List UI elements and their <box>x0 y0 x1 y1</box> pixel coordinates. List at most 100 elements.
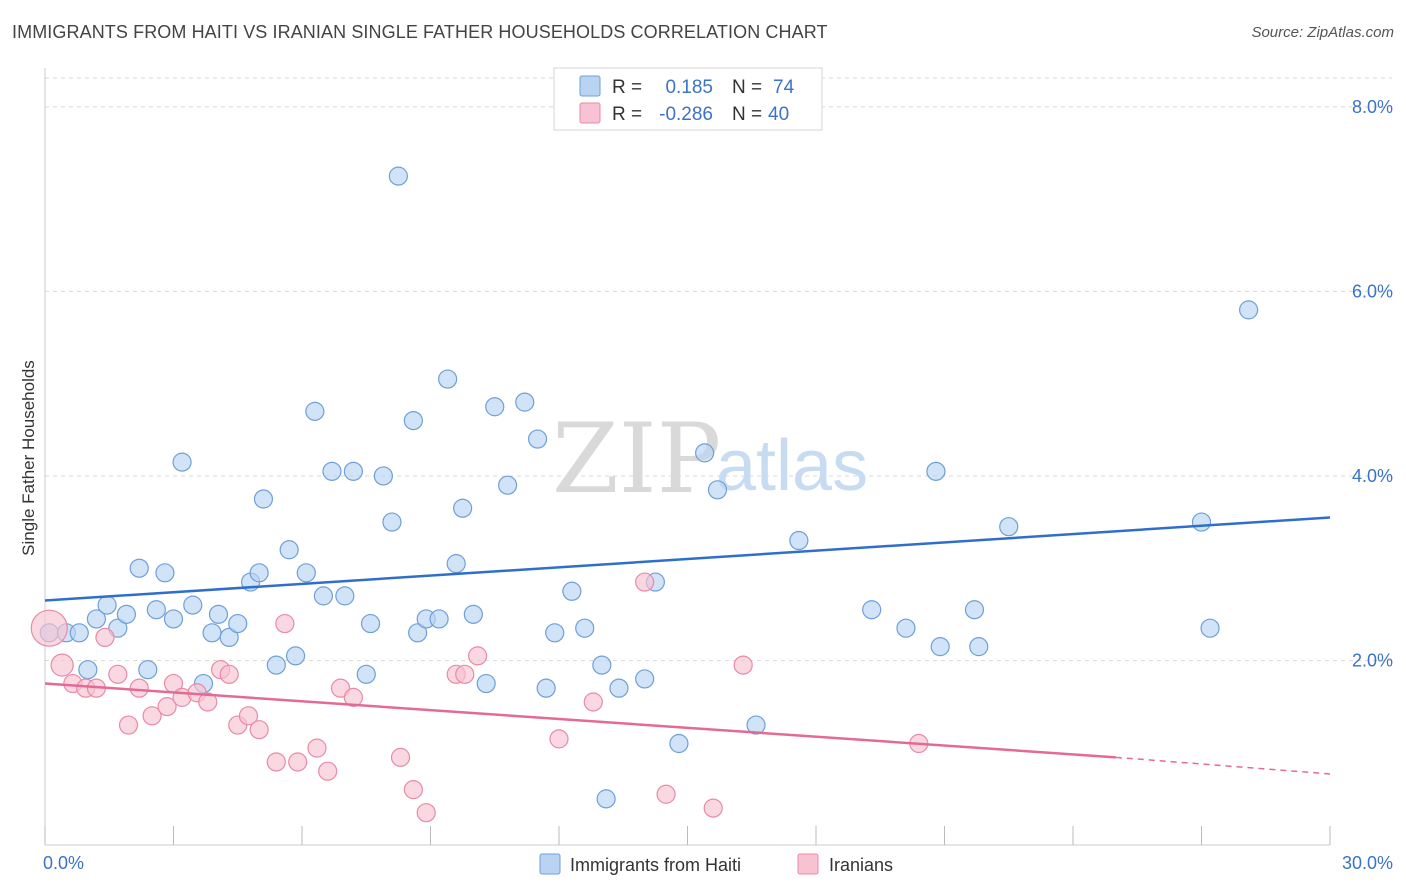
haiti-point <box>163 609 184 629</box>
haiti-point <box>453 498 473 518</box>
haiti-point <box>463 604 483 624</box>
iranian-point <box>343 687 363 707</box>
haiti-point <box>69 623 89 643</box>
trend-layer <box>44 516 1331 775</box>
grid-layer <box>45 77 1392 661</box>
iranian-point <box>390 747 411 767</box>
legend-n-value-iranians: 40 <box>768 104 789 125</box>
haiti-point <box>285 646 306 666</box>
haiti-point <box>138 660 158 680</box>
iranian-point <box>275 613 295 634</box>
haiti-point <box>183 595 203 615</box>
iranian-point <box>266 752 286 772</box>
bottom-legend-label-iranians: Iranians <box>829 855 893 875</box>
chart-title: IMMIGRANTS FROM HAITI VS IRANIAN SINGLE … <box>12 22 828 42</box>
axis-layer: 2.0% 4.0% 6.0% 8.0% 0.0% 30.0% <box>43 68 1393 873</box>
haiti-trend-line <box>44 516 1331 602</box>
iranian-point <box>157 697 177 717</box>
haiti-point <box>515 392 535 412</box>
chart-source: Source: ZipAtlas.com <box>1251 24 1394 41</box>
legend-n-label-iranians: N = <box>732 104 762 125</box>
iranian-point <box>733 655 753 675</box>
iranian-point <box>142 706 162 726</box>
y-tick-label: 6.0% <box>1352 281 1393 301</box>
haiti-point <box>789 530 809 551</box>
haiti-point <box>408 623 428 643</box>
haiti-point <box>86 609 107 629</box>
iranian-point <box>403 780 423 800</box>
haiti-point <box>219 627 239 648</box>
iranian-point <box>198 692 218 712</box>
haiti-point <box>707 480 728 500</box>
bottom-legend-swatch-haiti <box>539 853 561 875</box>
y-tick-label: 4.0% <box>1352 466 1393 486</box>
legend-swatch-haiti <box>579 75 601 97</box>
haiti-point <box>527 429 548 449</box>
y-axis-title: Single Father Households <box>19 360 38 556</box>
haiti-point <box>208 604 229 624</box>
haiti-point <box>155 563 175 583</box>
iranian-point <box>656 784 676 804</box>
haiti-point <box>926 461 946 481</box>
haiti-point <box>382 512 402 532</box>
haiti-point <box>403 410 423 431</box>
haiti-point <box>930 637 950 657</box>
haiti-point <box>545 623 565 643</box>
iranian-point <box>455 664 475 684</box>
y-tick-label: 8.0% <box>1352 97 1393 117</box>
haiti-point <box>609 678 629 698</box>
haiti-point <box>335 586 355 606</box>
legend-r-value-haiti: 0.185 <box>665 77 713 98</box>
iranian-point <box>249 720 269 740</box>
bottom-legend: Immigrants from Haiti Iranians <box>539 853 893 875</box>
haiti-point <box>249 563 269 583</box>
iranian-point <box>468 646 488 666</box>
x-tick-label-min: 0.0% <box>43 853 84 873</box>
top-legend: R = 0.185 N = 74 R = -0.286 N = 40 <box>553 67 823 131</box>
iranian-point <box>238 706 259 726</box>
iranian-point <box>219 664 239 684</box>
haiti-point <box>266 655 286 675</box>
haiti-point <box>343 461 363 481</box>
watermark-atlas: atlas <box>716 426 868 506</box>
iranian-point <box>583 692 603 712</box>
haiti-point <box>116 604 136 624</box>
haiti-point <box>446 554 466 574</box>
iranian-point <box>118 715 139 735</box>
x-tick-label-max: 30.0% <box>1342 853 1393 873</box>
haiti-point <box>129 558 149 578</box>
haiti-point <box>592 655 612 675</box>
iranian-point <box>129 678 149 698</box>
haiti-point <box>1200 618 1220 638</box>
haiti-point <box>97 595 117 615</box>
haiti-point <box>999 517 1019 537</box>
haiti-point <box>172 452 192 472</box>
haiti-point <box>862 600 882 620</box>
legend-n-label-haiti: N = <box>732 77 762 98</box>
y-tick-label: 2.0% <box>1352 650 1393 670</box>
haiti-point <box>695 443 715 463</box>
legend-n-value-haiti: 74 <box>773 77 795 98</box>
haiti-point <box>1191 512 1212 532</box>
iranian-point <box>95 627 115 648</box>
iranian-point <box>288 752 308 772</box>
iranian-point <box>416 803 436 823</box>
haiti-point <box>202 623 222 643</box>
haiti-point <box>896 618 916 638</box>
haiti-point <box>562 581 582 601</box>
haiti-point <box>596 789 616 809</box>
haiti-point <box>360 613 381 634</box>
legend-r-label-iranians: R = <box>612 104 642 125</box>
haiti-point <box>746 715 766 735</box>
watermark: ZIP atlas <box>552 403 868 515</box>
haiti-point <box>669 733 689 754</box>
haiti-point <box>296 563 316 583</box>
haiti-point <box>78 660 98 680</box>
watermark-zip: ZIP <box>552 403 721 515</box>
haiti-point <box>429 609 449 629</box>
haiti-point <box>228 613 248 634</box>
haiti-point <box>279 540 299 560</box>
haiti-point <box>146 600 166 620</box>
iranian-point <box>318 761 338 781</box>
